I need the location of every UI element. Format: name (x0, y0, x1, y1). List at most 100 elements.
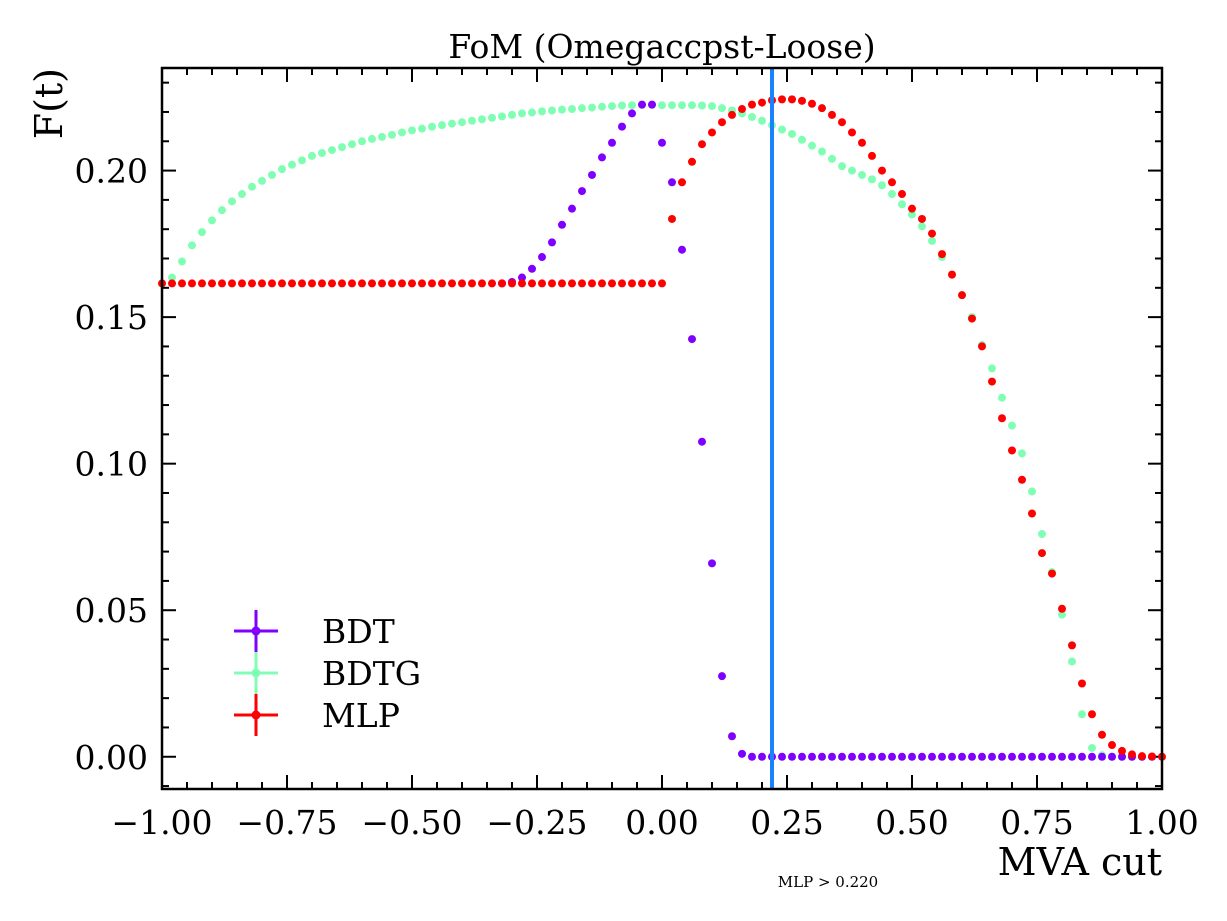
bdt-point (928, 752, 936, 761)
x-tick-label: 1.00 (1125, 803, 1198, 842)
bdt-point (958, 752, 966, 761)
mlp-point (278, 279, 286, 288)
bdt-point (848, 752, 856, 761)
mlp-point (828, 110, 836, 119)
bdt-point (698, 437, 706, 446)
bdtg-point (1038, 530, 1046, 539)
bdt-point (808, 752, 816, 761)
bdt-point (518, 273, 526, 282)
bdtg-point (598, 102, 606, 111)
bdtg-point (308, 151, 316, 160)
bdtg-point (1028, 487, 1036, 496)
bdtg-point (928, 236, 936, 245)
chart-title: FoM (Omegaccpst-Loose) (448, 27, 875, 66)
bdtg-point (548, 106, 556, 115)
mlp-point (328, 279, 336, 288)
mlp-point (358, 279, 366, 288)
bdt-point (798, 752, 806, 761)
mlp-point (288, 279, 296, 288)
bdtg-point (338, 143, 346, 152)
bdt-point (608, 138, 616, 147)
bdt-point (1008, 752, 1016, 761)
bdt-point (1038, 752, 1046, 761)
y-tick-label: 0.05 (75, 591, 148, 630)
bdt-point (1118, 752, 1126, 761)
mlp-point (258, 279, 266, 288)
bdtg-point (368, 134, 376, 143)
bdtg-point (388, 130, 396, 139)
mlp-point (198, 279, 206, 288)
bdt-point (528, 264, 536, 273)
bdt-point (868, 752, 876, 761)
bdtg-point (678, 101, 686, 110)
bdtg-point (848, 166, 856, 175)
mlp-point (378, 279, 386, 288)
bdtg-point (488, 113, 496, 122)
mlp-point (188, 279, 196, 288)
bdtg-point (348, 140, 356, 149)
mlp-point (468, 279, 476, 288)
mlp-point (868, 151, 876, 160)
mlp-point (208, 279, 216, 288)
x-tick-label: −0.25 (486, 803, 587, 842)
bdt-point (548, 238, 556, 247)
mlp-point (248, 279, 256, 288)
bdt-point (658, 138, 666, 147)
bdt-point (838, 752, 846, 761)
mlp-point (958, 291, 966, 300)
bdt-point (538, 253, 546, 262)
mlp-point (578, 279, 586, 288)
mlp-point (818, 104, 826, 113)
mlp-point (978, 342, 986, 351)
axis-ticks: −1.00 −0.75 −0.50 −0.25 0.00 0.25 0.50 0.75 1.00… (75, 68, 1199, 842)
mlp-point (808, 99, 816, 108)
bdtg-point (318, 148, 326, 157)
mlp-point (338, 279, 346, 288)
mlp-point (848, 128, 856, 137)
mlp-point (1108, 741, 1116, 750)
mlp-point (628, 279, 636, 288)
mlp-point (698, 140, 706, 149)
bdtg-point (818, 147, 826, 156)
mlp-point (1118, 746, 1126, 755)
bdt-point (778, 752, 786, 761)
mlp-point (788, 95, 796, 104)
mlp-point (348, 279, 356, 288)
bdtg-point (698, 101, 706, 110)
mlp-point (608, 279, 616, 288)
mlp-point (308, 279, 316, 288)
bdt-point (1078, 752, 1086, 761)
mlp-point (268, 279, 276, 288)
bdt-point (648, 100, 656, 109)
bdt-point (1058, 752, 1066, 761)
bdt-point (968, 752, 976, 761)
bdtg-point (838, 162, 846, 171)
mlp-point (558, 279, 566, 288)
bdtg-point (668, 101, 676, 110)
bdtg-point (208, 216, 216, 225)
x-tick-label: 0.25 (750, 803, 823, 842)
mlp-point (298, 279, 306, 288)
bdtg-point (588, 103, 596, 112)
bdt-point (1088, 752, 1096, 761)
mlp-point (168, 279, 176, 288)
bdtg-point (1008, 421, 1016, 430)
bdtg-point (238, 190, 246, 199)
x-tick-label: −0.75 (236, 803, 337, 842)
mlp-point (428, 279, 436, 288)
x-tick-label: 0.00 (625, 803, 698, 842)
mlp-point (1088, 710, 1096, 719)
mlp-point (1058, 604, 1066, 613)
bdt-point (578, 187, 586, 196)
mlp-point (888, 178, 896, 187)
bdt-point (1048, 752, 1056, 761)
bdt-point (568, 204, 576, 213)
bdtg-point (858, 170, 866, 179)
mlp-point (1018, 475, 1026, 484)
bdtg-point (618, 101, 626, 110)
bdtg-point (468, 116, 476, 125)
mlp-point (838, 118, 846, 127)
mlp-point (758, 98, 766, 107)
mlp-point (648, 279, 656, 288)
